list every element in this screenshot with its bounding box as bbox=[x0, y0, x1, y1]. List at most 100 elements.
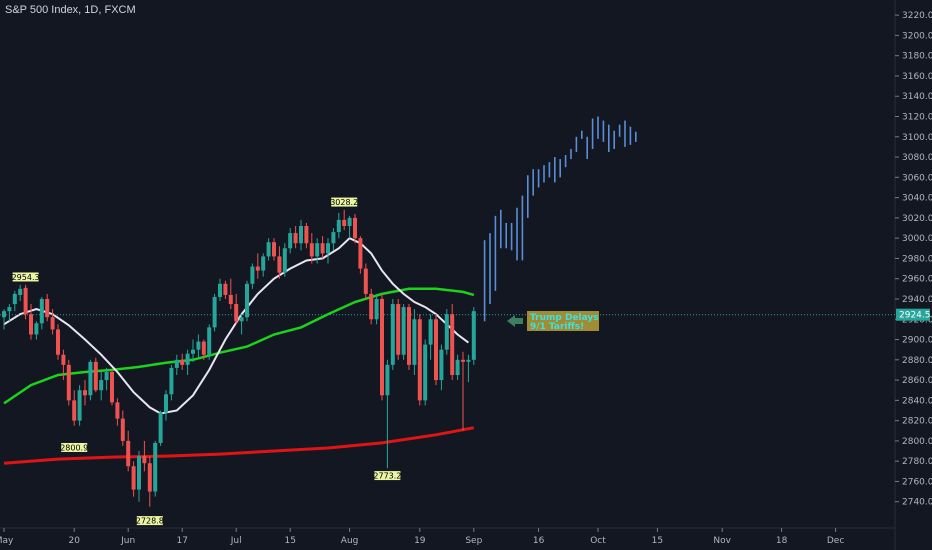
candle-body bbox=[88, 361, 93, 396]
x-tick-label: 19 bbox=[414, 536, 426, 546]
candle-body bbox=[174, 359, 179, 368]
candle-body bbox=[180, 359, 185, 365]
x-tick-label: 17 bbox=[176, 536, 187, 546]
x-tick-label: 15 bbox=[652, 536, 663, 546]
candle-body bbox=[277, 256, 282, 273]
candle-body bbox=[293, 233, 298, 244]
candle-body bbox=[299, 225, 303, 244]
price-label-box bbox=[61, 442, 88, 452]
candle-body bbox=[255, 266, 260, 271]
price-label-box bbox=[331, 197, 358, 207]
y-tick-label: 3060.00 bbox=[902, 173, 932, 183]
price-label-text: 2728.8 bbox=[136, 517, 164, 526]
candle-body bbox=[353, 217, 357, 239]
y-tick-label: 2960.00 bbox=[902, 275, 932, 285]
candle-body bbox=[261, 256, 266, 271]
y-tick-label: 2980.00 bbox=[902, 254, 932, 264]
candle-body bbox=[471, 311, 476, 360]
x-tick-label: Nov bbox=[713, 536, 731, 546]
y-tick-label: 3080.00 bbox=[902, 153, 932, 163]
price-label-box bbox=[12, 272, 39, 282]
candle-body bbox=[466, 359, 471, 362]
candle-body bbox=[45, 298, 50, 318]
y-tick-label: 2760.00 bbox=[902, 477, 932, 487]
candle-body bbox=[126, 440, 131, 467]
candle-body bbox=[250, 266, 255, 284]
candle-body bbox=[245, 283, 249, 318]
y-tick-label: 2880.00 bbox=[902, 356, 932, 366]
candle-body bbox=[423, 344, 428, 401]
candle-body bbox=[272, 242, 276, 257]
candle-body bbox=[83, 390, 87, 396]
x-tick-label: Dec bbox=[827, 536, 844, 546]
candle-body bbox=[99, 380, 104, 391]
candle-body bbox=[444, 314, 449, 350]
candle-body bbox=[239, 317, 244, 322]
candle-body bbox=[336, 219, 341, 233]
candle-body bbox=[50, 317, 55, 330]
candle-body bbox=[320, 243, 325, 254]
y-tick-label: 3180.00 bbox=[902, 52, 932, 62]
candle-body bbox=[439, 349, 444, 381]
candle-body bbox=[66, 364, 71, 401]
annotation-arrow bbox=[507, 315, 523, 327]
candle-body bbox=[23, 287, 28, 315]
x-tick-label: Jul bbox=[230, 536, 242, 546]
candle-body bbox=[380, 298, 384, 396]
y-tick-label: 3120.00 bbox=[902, 113, 932, 123]
candle-body bbox=[266, 242, 271, 257]
ma20-line bbox=[3, 237, 469, 415]
x-tick-label: 16 bbox=[533, 536, 545, 546]
x-tick-label: 18 bbox=[776, 536, 788, 546]
annotation-box bbox=[527, 311, 599, 331]
price-label-text: 2800.9 bbox=[60, 443, 88, 452]
candle-body bbox=[315, 243, 320, 257]
annotation-text: 9/1 Tariffs! bbox=[530, 322, 584, 332]
candle-body bbox=[169, 367, 174, 395]
candle-body bbox=[304, 225, 309, 244]
y-tick-label: 2740.00 bbox=[902, 498, 932, 508]
y-tick-label: 2780.00 bbox=[902, 457, 932, 467]
y-tick-label: 2800.00 bbox=[902, 437, 932, 447]
ma200-line bbox=[3, 426, 475, 465]
current-price-tag-text: 2924.5 bbox=[899, 311, 931, 321]
candle-body bbox=[34, 323, 39, 335]
x-tick-label: May bbox=[0, 536, 14, 546]
candle-body bbox=[358, 238, 363, 269]
ma50-line bbox=[3, 287, 475, 405]
candle-body bbox=[131, 466, 136, 490]
candle-body bbox=[185, 353, 190, 365]
y-tick-label: 2820.00 bbox=[902, 417, 932, 427]
candle-body bbox=[331, 232, 336, 244]
candle-body bbox=[450, 314, 455, 376]
x-tick-label: Oct bbox=[590, 536, 606, 546]
candle-body bbox=[428, 319, 433, 345]
candle-body bbox=[417, 319, 422, 401]
candle-body bbox=[342, 219, 347, 226]
candle-body bbox=[234, 304, 239, 322]
candle-body bbox=[137, 456, 141, 490]
candle-body bbox=[201, 341, 206, 355]
candle-body bbox=[407, 307, 411, 365]
price-label-box bbox=[136, 516, 163, 526]
candle-body bbox=[434, 319, 438, 381]
candle-body bbox=[72, 400, 77, 421]
candle-body bbox=[218, 283, 222, 297]
y-tick-label: 3160.00 bbox=[902, 72, 932, 82]
candle-body bbox=[396, 304, 401, 355]
candle-body bbox=[120, 418, 125, 441]
price-label-text: 3028.2 bbox=[330, 198, 358, 207]
candle-body bbox=[282, 248, 287, 273]
candle-body bbox=[390, 304, 395, 365]
candle-body bbox=[455, 359, 460, 376]
y-tick-label: 3200.00 bbox=[902, 31, 932, 41]
candle-body bbox=[93, 361, 98, 391]
candle-body bbox=[369, 293, 374, 320]
candle-body bbox=[12, 293, 17, 305]
candle-body bbox=[461, 359, 465, 362]
candle-body bbox=[326, 243, 330, 254]
candle-body bbox=[39, 298, 44, 324]
annotation-text: Trump Delays bbox=[530, 313, 599, 323]
candle-body bbox=[61, 354, 66, 365]
